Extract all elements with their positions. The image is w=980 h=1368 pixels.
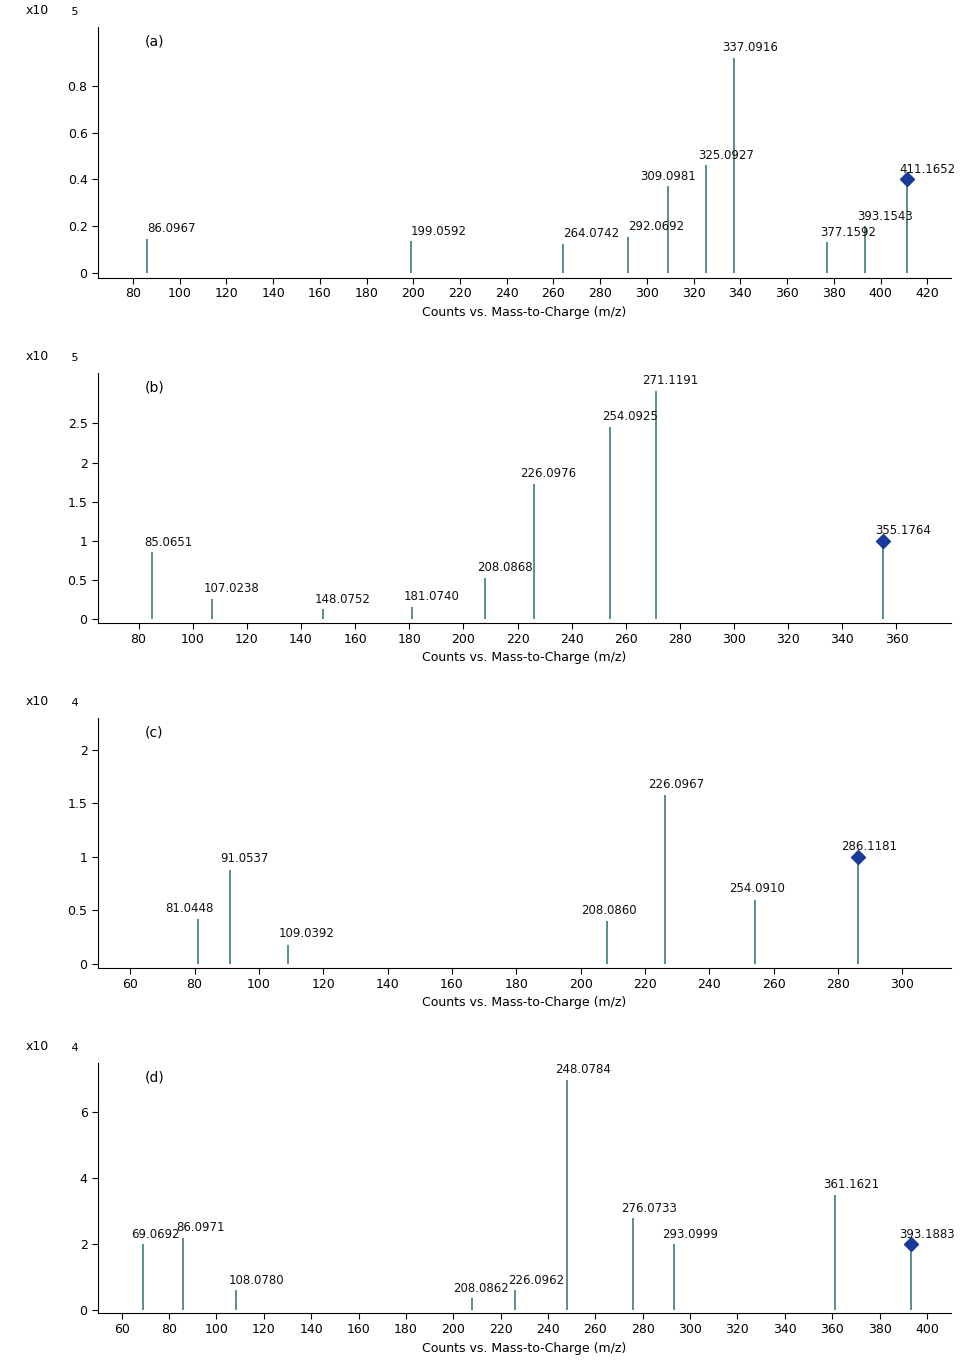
Text: 292.0692: 292.0692 xyxy=(628,220,685,233)
Text: 109.0392: 109.0392 xyxy=(278,928,334,940)
Text: x10: x10 xyxy=(25,1040,49,1053)
Text: (a): (a) xyxy=(145,34,165,49)
Text: 325.0927: 325.0927 xyxy=(699,149,755,161)
Text: 309.0981: 309.0981 xyxy=(640,170,696,183)
Text: 4: 4 xyxy=(69,698,78,707)
Text: 208.0860: 208.0860 xyxy=(581,904,636,917)
Text: 226.0976: 226.0976 xyxy=(520,468,576,480)
Text: 254.0910: 254.0910 xyxy=(729,882,785,895)
Text: 355.1764: 355.1764 xyxy=(875,524,931,536)
Text: 226.0962: 226.0962 xyxy=(508,1274,564,1287)
Text: 107.0238: 107.0238 xyxy=(204,583,260,595)
Text: 208.0862: 208.0862 xyxy=(454,1282,510,1295)
Text: 5: 5 xyxy=(69,7,78,18)
Text: 293.0999: 293.0999 xyxy=(662,1228,718,1241)
Text: 199.0592: 199.0592 xyxy=(412,224,467,238)
Text: 91.0537: 91.0537 xyxy=(220,852,269,866)
Text: 276.0733: 276.0733 xyxy=(621,1201,677,1215)
Text: 181.0740: 181.0740 xyxy=(404,590,460,603)
Text: 226.0967: 226.0967 xyxy=(649,777,705,791)
Text: 69.0692: 69.0692 xyxy=(131,1228,180,1241)
Text: 393.1883: 393.1883 xyxy=(899,1228,955,1241)
Text: 393.1543: 393.1543 xyxy=(858,209,913,223)
X-axis label: Counts vs. Mass-to-Charge (m/z): Counts vs. Mass-to-Charge (m/z) xyxy=(422,651,626,663)
Text: 248.0784: 248.0784 xyxy=(556,1063,612,1077)
Text: x10: x10 xyxy=(25,4,49,18)
Text: 264.0742: 264.0742 xyxy=(564,227,619,241)
X-axis label: Counts vs. Mass-to-Charge (m/z): Counts vs. Mass-to-Charge (m/z) xyxy=(422,1342,626,1354)
X-axis label: Counts vs. Mass-to-Charge (m/z): Counts vs. Mass-to-Charge (m/z) xyxy=(422,996,626,1010)
Text: 86.0971: 86.0971 xyxy=(176,1222,224,1234)
Text: 271.1191: 271.1191 xyxy=(642,373,699,387)
Text: 4: 4 xyxy=(69,1042,78,1053)
Text: 286.1181: 286.1181 xyxy=(842,840,898,852)
Text: 337.0916: 337.0916 xyxy=(722,41,778,55)
Text: 208.0868: 208.0868 xyxy=(477,561,533,575)
Text: (d): (d) xyxy=(145,1071,165,1085)
Text: 5: 5 xyxy=(69,353,78,363)
Text: (c): (c) xyxy=(145,725,164,739)
Text: 81.0448: 81.0448 xyxy=(166,902,214,915)
Text: x10: x10 xyxy=(25,350,49,363)
Text: 361.1621: 361.1621 xyxy=(823,1178,879,1192)
Text: 85.0651: 85.0651 xyxy=(144,535,192,549)
Text: 86.0967: 86.0967 xyxy=(147,223,196,235)
Text: x10: x10 xyxy=(25,695,49,707)
Text: 377.1592: 377.1592 xyxy=(820,226,876,239)
Text: 254.0925: 254.0925 xyxy=(602,409,658,423)
Text: 411.1652: 411.1652 xyxy=(900,163,955,176)
Text: 108.0780: 108.0780 xyxy=(228,1274,284,1287)
X-axis label: Counts vs. Mass-to-Charge (m/z): Counts vs. Mass-to-Charge (m/z) xyxy=(422,306,626,319)
Text: (b): (b) xyxy=(145,380,165,394)
Text: 148.0752: 148.0752 xyxy=(315,592,370,606)
